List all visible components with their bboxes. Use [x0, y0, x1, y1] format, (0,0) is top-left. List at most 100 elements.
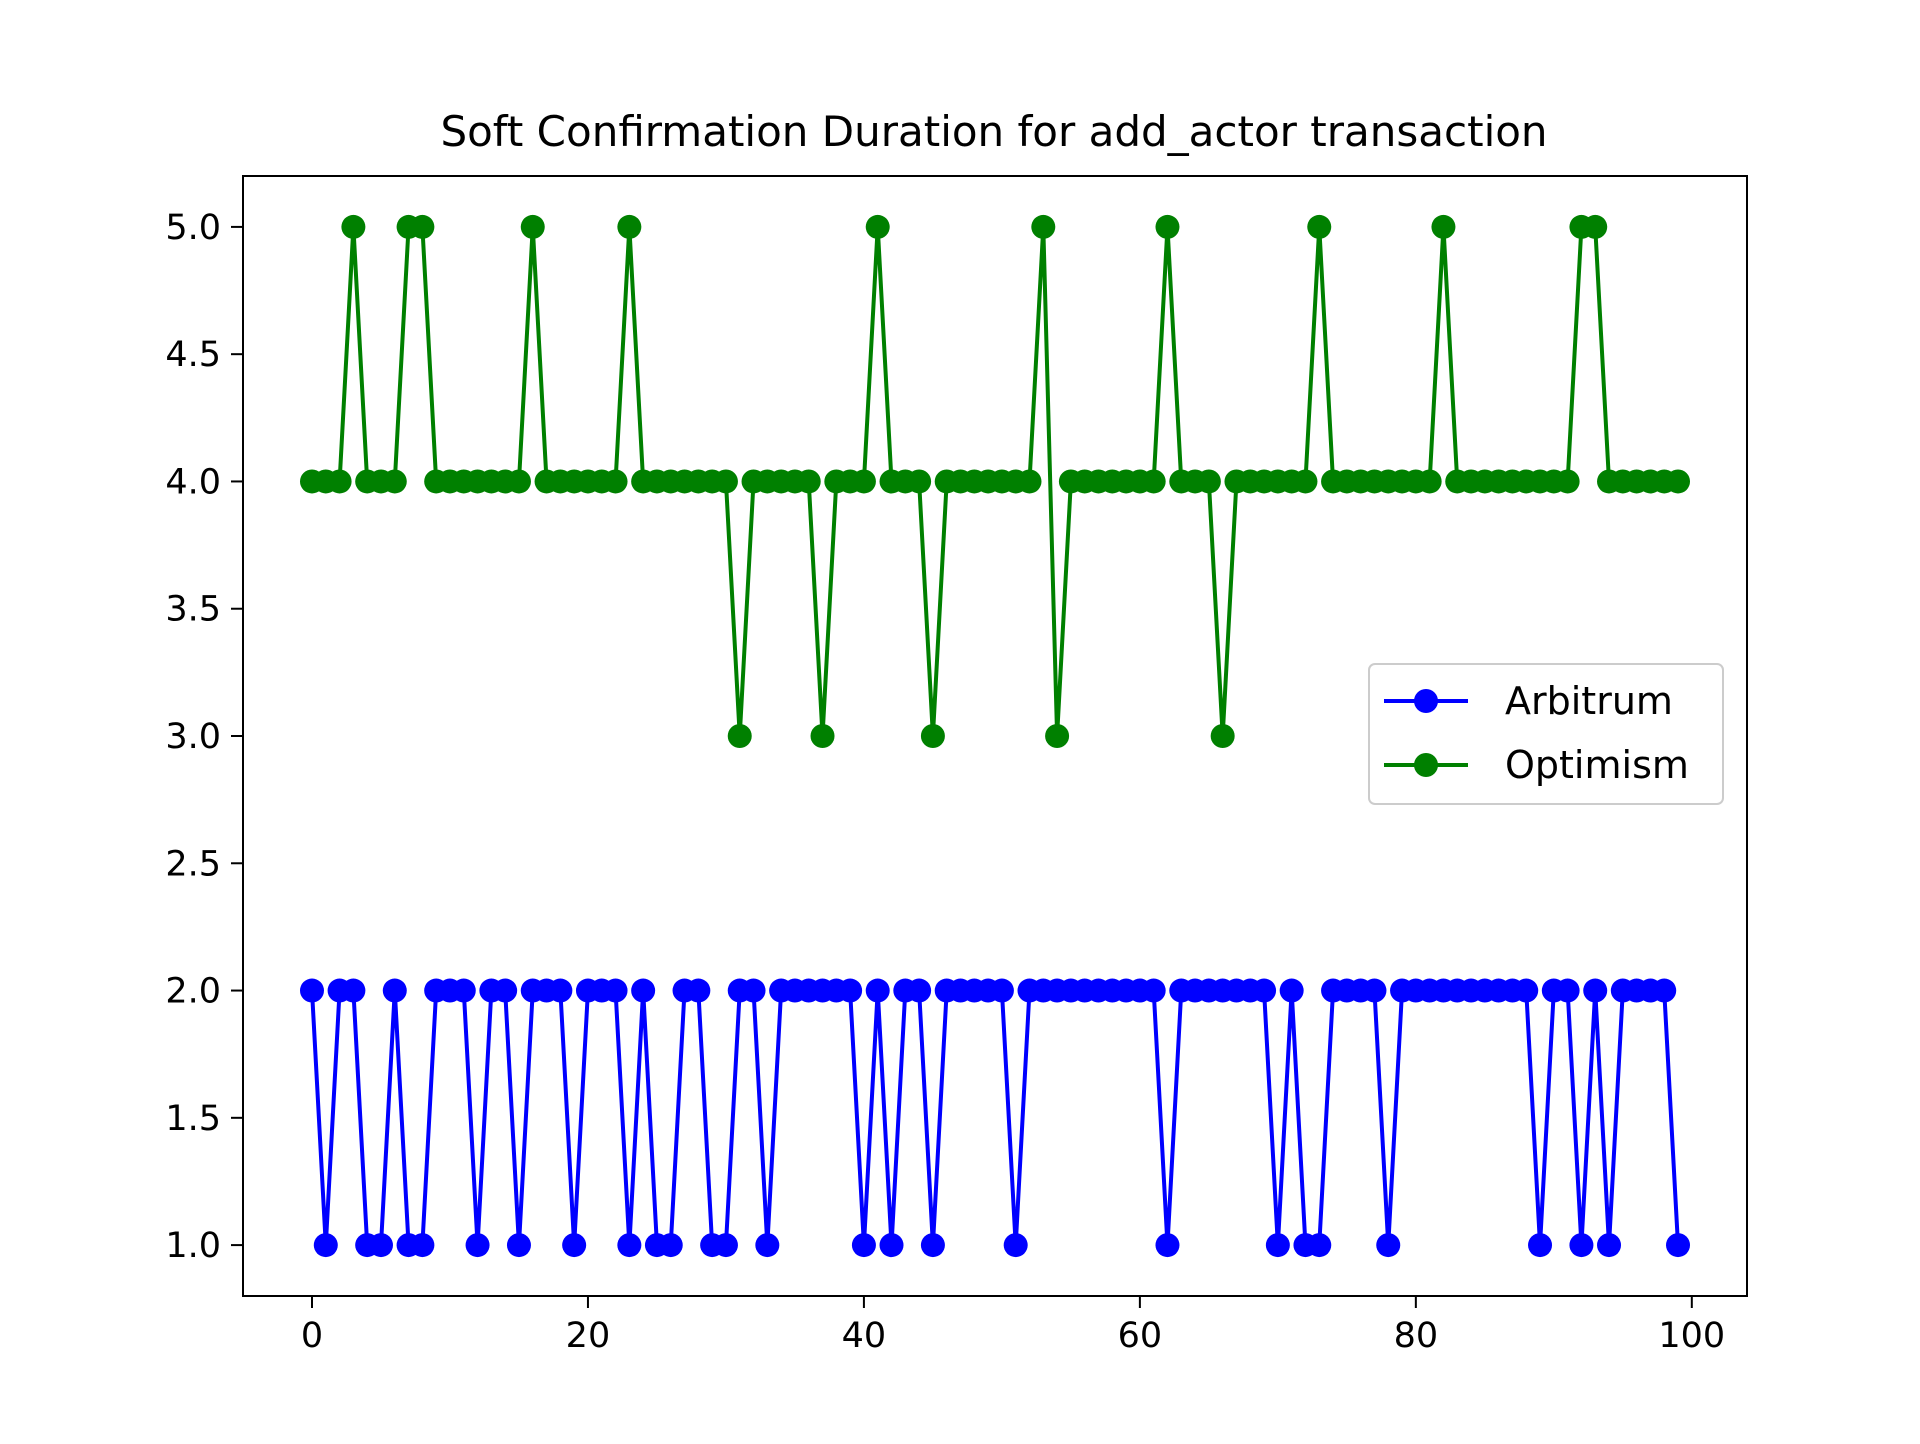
data-point	[603, 469, 628, 494]
data-point	[865, 978, 890, 1003]
y-tick-label: 4.5	[165, 335, 221, 375]
data-point	[1017, 469, 1042, 494]
data-point	[410, 1233, 435, 1258]
data-point	[1376, 1233, 1401, 1258]
legend-label: Arbitrum	[1505, 679, 1673, 723]
data-point	[838, 978, 863, 1003]
series-optimism	[299, 214, 1691, 748]
data-point	[313, 1233, 338, 1258]
data-point	[920, 1233, 945, 1258]
legend-item-optimism: Optimism	[1384, 743, 1689, 787]
data-point	[451, 978, 476, 1003]
data-point	[727, 724, 752, 748]
data-point	[1514, 978, 1539, 1003]
data-point	[1155, 214, 1180, 239]
data-point	[341, 978, 366, 1003]
data-point	[713, 469, 738, 494]
data-point	[1555, 469, 1580, 494]
data-point	[1003, 1233, 1028, 1258]
data-point	[713, 1233, 738, 1258]
data-point	[1141, 978, 1166, 1003]
data-point	[1031, 214, 1056, 239]
x-tick-label: 100	[1658, 1316, 1725, 1356]
legend-swatch-marker	[1414, 753, 1438, 777]
data-point	[1045, 724, 1070, 748]
y-tick-label: 3.0	[165, 717, 221, 757]
data-point	[1293, 469, 1318, 494]
data-point	[755, 1233, 780, 1258]
data-point	[851, 469, 876, 494]
data-point	[1210, 724, 1235, 748]
series-layer	[299, 214, 1691, 1258]
data-point	[1196, 469, 1221, 494]
data-point	[796, 469, 821, 494]
data-point	[1666, 1233, 1691, 1258]
data-point	[1666, 469, 1691, 494]
data-point	[410, 214, 435, 239]
data-point	[368, 1233, 393, 1258]
y-tick-label: 1.5	[165, 1099, 221, 1139]
y-tick-label: 3.5	[165, 590, 221, 630]
data-point	[603, 978, 628, 1003]
data-point	[506, 1233, 531, 1258]
data-point	[562, 1233, 587, 1258]
data-point	[865, 214, 890, 239]
legend-swatch-marker	[1414, 689, 1438, 713]
y-tick-label: 2.0	[165, 972, 221, 1012]
data-point	[1555, 978, 1580, 1003]
data-point	[741, 978, 766, 1003]
data-point	[989, 978, 1014, 1003]
data-point	[382, 469, 407, 494]
data-point	[493, 978, 518, 1003]
data-point	[810, 724, 835, 748]
data-point	[341, 214, 366, 239]
data-point	[1597, 1233, 1622, 1258]
data-point	[1362, 978, 1387, 1003]
data-point	[465, 1233, 490, 1258]
y-tick-label: 4.0	[165, 462, 221, 502]
x-tick-label: 40	[842, 1316, 887, 1356]
data-point	[920, 724, 945, 748]
data-point	[1652, 978, 1677, 1003]
data-point	[1252, 978, 1277, 1003]
legend: Arbitrum Optimism	[1368, 663, 1724, 805]
data-point	[1279, 978, 1304, 1003]
data-point	[1307, 214, 1332, 239]
series-arbitrum	[299, 978, 1691, 1258]
data-point	[631, 978, 656, 1003]
y-tick-label: 2.5	[165, 844, 221, 884]
y-tick-label: 1.0	[165, 1226, 221, 1266]
data-point	[907, 978, 932, 1003]
data-point	[658, 1233, 683, 1258]
x-tick-label: 20	[566, 1316, 611, 1356]
data-point	[327, 469, 352, 494]
x-tick-label: 60	[1118, 1316, 1163, 1356]
data-point	[382, 978, 407, 1003]
chart-title: Soft Confirmation Duration for add_actor…	[440, 107, 1547, 156]
data-point	[1141, 469, 1166, 494]
data-point	[548, 978, 573, 1003]
x-tick-label: 80	[1394, 1316, 1439, 1356]
data-point	[299, 978, 324, 1003]
data-point	[1417, 469, 1442, 494]
data-point	[506, 469, 531, 494]
legend-item-arbitrum: Arbitrum	[1384, 679, 1673, 723]
data-point	[1583, 978, 1608, 1003]
data-point	[1265, 1233, 1290, 1258]
data-point	[617, 1233, 642, 1258]
data-point	[1569, 1233, 1594, 1258]
data-point	[1431, 214, 1456, 239]
data-point	[520, 214, 545, 239]
data-point	[1528, 1233, 1553, 1258]
legend-label: Optimism	[1505, 743, 1689, 787]
x-tick-label: 0	[301, 1316, 323, 1356]
data-point	[851, 1233, 876, 1258]
data-point	[617, 214, 642, 239]
data-point	[879, 1233, 904, 1258]
y-tick-label: 5.0	[165, 208, 221, 248]
data-point	[1155, 1233, 1180, 1258]
data-point	[1307, 1233, 1332, 1258]
data-point	[907, 469, 932, 494]
